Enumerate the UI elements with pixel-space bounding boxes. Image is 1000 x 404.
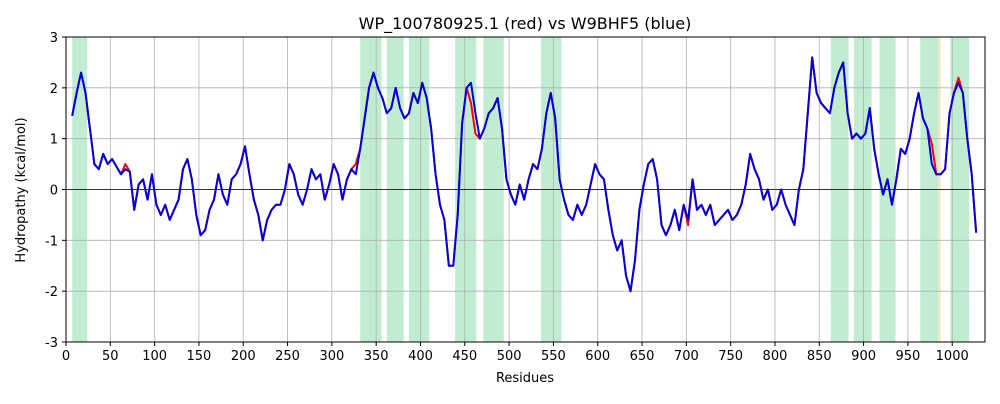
y-tick-label: -3 <box>45 336 58 351</box>
x-tick-label: 950 <box>895 349 920 364</box>
x-tick-label: 550 <box>541 349 566 364</box>
x-tick-label: 350 <box>364 349 389 364</box>
x-tick-label: 200 <box>231 349 256 364</box>
x-tick-label: 300 <box>319 349 344 364</box>
x-tick-label: 650 <box>630 349 655 364</box>
series-line <box>71 56 978 293</box>
y-tick-label: -1 <box>45 234 58 249</box>
y-axis-label: Hydropathy (kcal/mol) <box>14 117 29 262</box>
x-tick-label: 0 <box>62 349 70 364</box>
chart-title: WP_100780925.1 (red) vs W9BHF5 (blue) <box>359 14 692 34</box>
y-tick-label: 1 <box>50 133 58 148</box>
x-tick-label: 150 <box>187 349 212 364</box>
x-tick-label: 500 <box>497 349 522 364</box>
x-tick-label: 100 <box>142 349 167 364</box>
x-tick-label: 900 <box>851 349 876 364</box>
y-tick-label: 2 <box>50 82 58 97</box>
x-tick-label: 400 <box>408 349 433 364</box>
y-tick-label: 3 <box>50 31 58 46</box>
x-tick-label: 600 <box>585 349 610 364</box>
y-tick-label: -2 <box>45 285 58 300</box>
plot-frame <box>65 36 986 343</box>
y-tick-label: 0 <box>50 184 58 199</box>
x-tick-label: 800 <box>763 349 788 364</box>
x-tick-label: 700 <box>674 349 699 364</box>
x-tick-label: 1000 <box>936 349 969 364</box>
x-tick-label: 750 <box>718 349 743 364</box>
x-axis-label: Residues <box>496 371 554 386</box>
x-tick-label: 850 <box>807 349 832 364</box>
x-tick-label: 450 <box>452 349 477 364</box>
x-tick-label: 250 <box>275 349 300 364</box>
x-tick-label: 50 <box>102 349 119 364</box>
